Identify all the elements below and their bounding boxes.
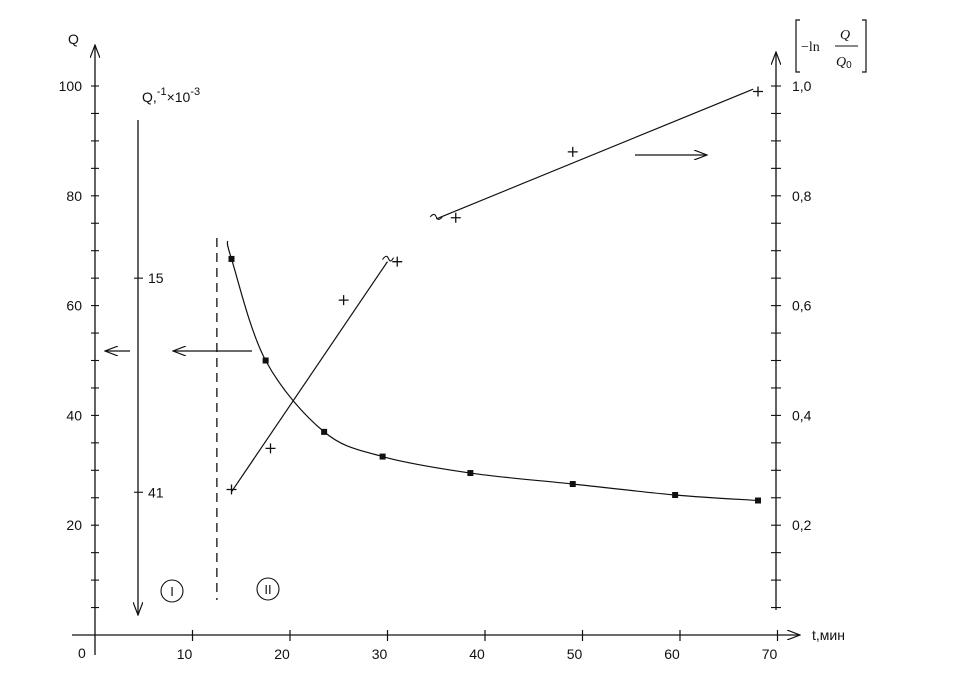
x-tick-label: 40 (469, 646, 485, 662)
origin-label: 0 (78, 645, 86, 661)
y-left-axis-label: Q (68, 31, 79, 47)
series-2-line (231, 261, 388, 493)
series-1-curve (226, 240, 759, 502)
region-label-1-text: I (170, 584, 174, 599)
series-1-point (379, 453, 386, 460)
label-minus-ln: −ln (801, 40, 820, 55)
y-inverse-label-q: Q, (142, 89, 157, 105)
label-denominator: Q0 (836, 55, 852, 71)
y-right-tick-label: 0,2 (792, 517, 812, 533)
series-1-point (467, 470, 474, 477)
x-tick-label: 10 (177, 646, 193, 662)
label-bracket-left (795, 19, 800, 73)
series-1-point (228, 255, 235, 262)
y-inverse-tick-label: 15 (148, 270, 164, 286)
region-label-2-text: II (264, 582, 271, 597)
y-left-tick-label: 60 (66, 298, 82, 314)
y-inverse-label-mult: ×10 (167, 89, 191, 105)
y-inverse-tick-label: 41 (148, 484, 164, 500)
label-denominator-q: Q (836, 55, 846, 70)
series-1-point (262, 357, 269, 364)
label-denominator-sub: 0 (846, 60, 852, 71)
y-right-axis-label: −ln Q Q0 (795, 19, 867, 73)
y-left-tick-label: 100 (59, 78, 83, 94)
series-3-point (753, 86, 763, 97)
series-1-point (672, 492, 679, 499)
series (226, 86, 763, 504)
y-right-tick-label: 1,0 (792, 78, 812, 94)
x-axis-label: t,мин (812, 627, 845, 643)
series-2-point (338, 295, 349, 306)
y-inverse-axis-label: Q,-1×10-3 (142, 86, 200, 105)
series-2-point (226, 484, 237, 495)
series-1-point (321, 428, 328, 435)
series-2-point (265, 443, 276, 454)
y-inverse-label-exp: -3 (190, 86, 200, 98)
region-label-2-circle (256, 577, 280, 601)
x-tick-label: 20 (274, 646, 290, 662)
series-3-break-mark (429, 213, 443, 220)
series-3-point (567, 146, 578, 157)
label-bracket-right (862, 19, 867, 73)
region-label-1-circle (160, 579, 184, 603)
label-numerator: Q (840, 28, 850, 43)
y-right-tick-label: 0,8 (792, 188, 812, 204)
x-tick-label: 60 (664, 646, 680, 662)
series-2-point (392, 256, 403, 267)
series-1-point (755, 497, 761, 504)
y-right-tick-label: 0,4 (792, 407, 812, 423)
y-left-tick-label: 20 (66, 517, 82, 533)
region-label-2: II (256, 577, 280, 601)
x-tick-label: 70 (762, 646, 778, 662)
series-3-point (450, 212, 461, 223)
ticks: 10 20 30 40 50 60 70 20 40 60 80 100 0,2 0,4 0,6 0,8 1,0… (59, 78, 812, 662)
region-label-1: I (160, 579, 184, 603)
annotation-arrows (105, 155, 707, 351)
y-right-tick-label: 0,6 (792, 298, 812, 314)
series-3-line (436, 88, 754, 220)
series-1-point (569, 481, 576, 488)
x-tick-label: 30 (372, 646, 388, 662)
y-left-tick-label: 40 (66, 407, 82, 423)
y-left-tick-label: 80 (66, 188, 82, 204)
series-2-break-mark (382, 255, 394, 262)
axes (72, 45, 800, 655)
x-tick-label: 50 (567, 646, 583, 662)
y-inverse-label-sup: -1 (157, 86, 167, 98)
